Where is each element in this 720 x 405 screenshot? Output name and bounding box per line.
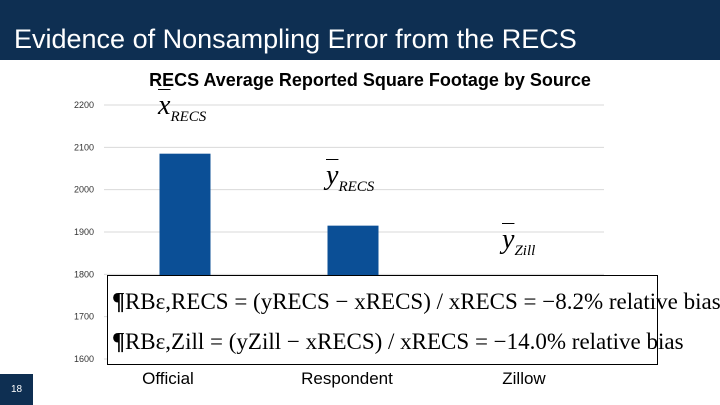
x-category-official: Official [142,369,194,388]
pilcrow-icon: ¶ [112,329,125,355]
formula-zillow: ¶RBε,Zill = (yZill − xRECS) / xRECS = −1… [112,329,684,355]
y-tick-label: 1800 [74,269,94,279]
title-bar: Evidence of Nonsampling Error from the R… [0,0,720,60]
y-tick-label: 1700 [74,312,94,322]
chart-title: RECS Average Reported Square Footage by … [149,70,591,90]
formula-recs: ¶RBε,RECS = (yRECS − xRECS) / xRECS = −8… [112,289,720,315]
y-tick-label: 2000 [74,185,94,195]
pilcrow-icon: ¶ [112,289,125,315]
y-axis-ticks: 2200 2100 2000 1900 1800 1700 1600 [74,100,94,364]
slide-title: Evidence of Nonsampling Error from the R… [14,24,577,54]
y-tick-label: 2100 [74,142,94,152]
bar-label-zillow: yZill [502,224,536,259]
bar-label-respondent: yRECS [326,160,375,195]
y-tick-label: 1600 [74,354,94,364]
x-category-zillow: Zillow [502,369,546,388]
page-number: 18 [0,374,33,405]
x-category-respondent: Respondent [301,369,393,388]
bar-label-official: xRECS [158,90,207,125]
y-tick-label: 2200 [74,100,94,110]
relative-bias-formulas: ¶RBε,RECS = (yRECS − xRECS) / xRECS = −8… [107,275,720,365]
y-tick-label: 1900 [74,227,94,237]
